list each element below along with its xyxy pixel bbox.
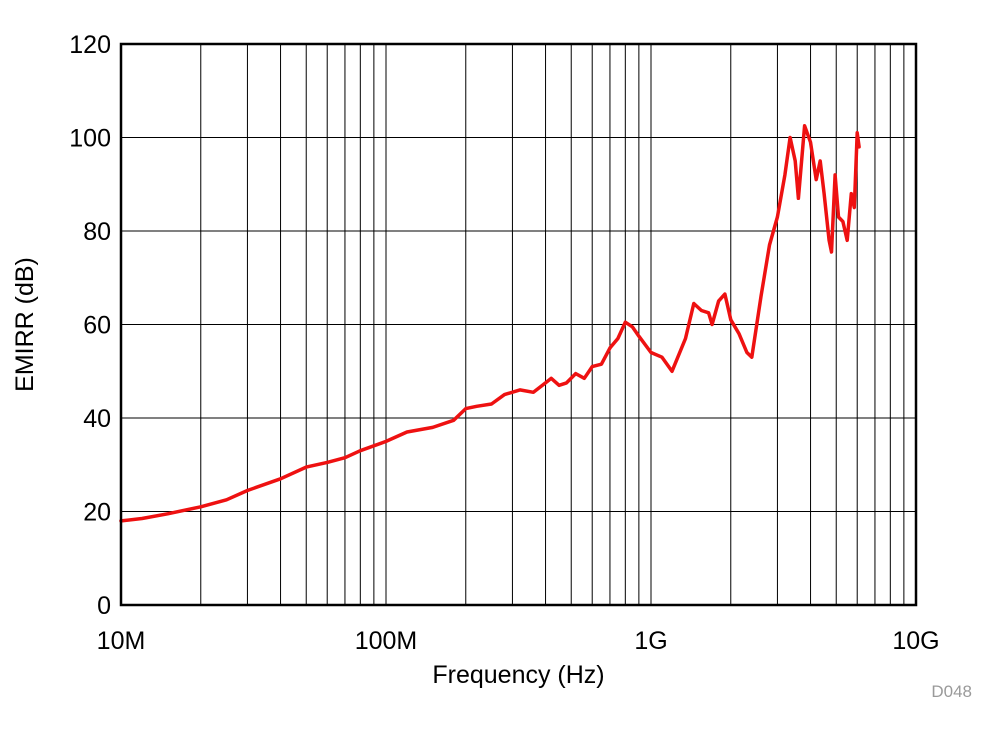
y-tick-labels: 0 20 40 60 80 100 120 [69,31,111,620]
y-tick-label: 60 [83,312,111,340]
y-tick-label: 0 [97,592,111,620]
x-tick-label: 100M [355,627,418,655]
y-tick-label: 100 [69,125,111,153]
y-tick-label: 120 [69,31,111,59]
x-tick-labels: 10M 100M 1G 10G [97,627,940,655]
y-tick-label: 20 [83,499,111,527]
plot-frame [119,42,918,607]
x-tick-label: 10G [892,627,939,655]
y-axis-label: EMIRR (dB) [11,257,39,392]
x-tick-label: 1G [634,627,667,655]
emirr-series-line [119,124,861,523]
y-tick-label: 40 [83,405,111,433]
figure-id: D048 [931,682,972,701]
x-tick-label: 10M [97,627,146,655]
grid-lines [121,44,916,605]
x-axis-label: Frequency (Hz) [432,661,604,689]
y-tick-label: 80 [83,218,111,246]
